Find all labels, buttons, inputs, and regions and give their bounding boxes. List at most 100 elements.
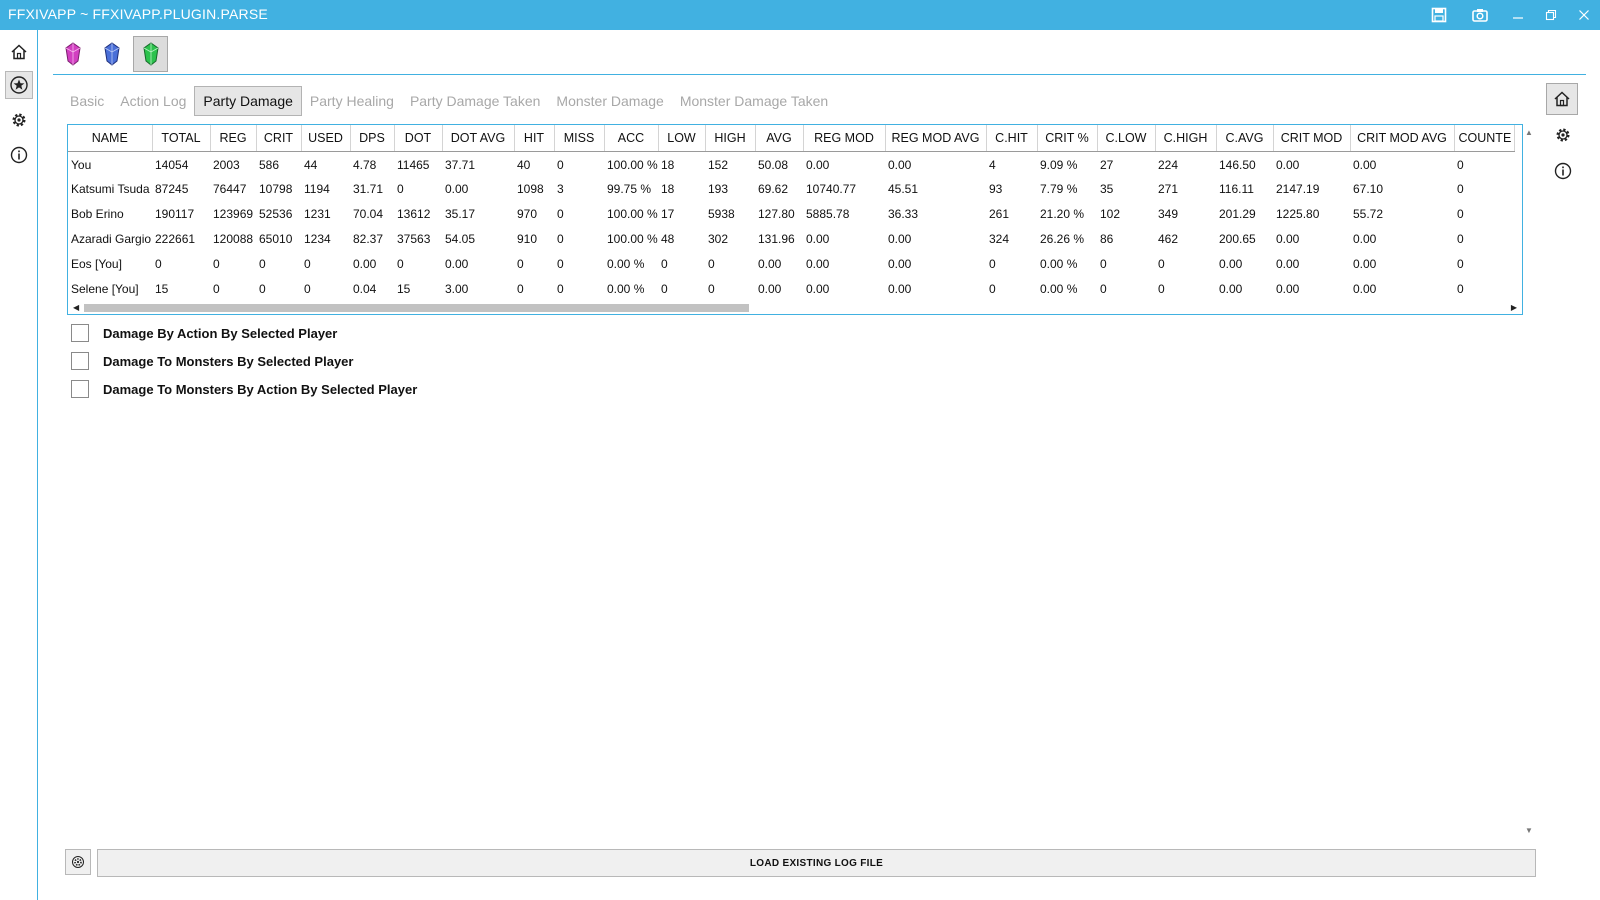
- table-cell: 5938: [708, 206, 735, 221]
- table-cell: 0.00 %: [1040, 256, 1078, 271]
- column-header[interactable]: DOT: [394, 125, 443, 152]
- tab-monster-damage[interactable]: Monster Damage: [556, 93, 664, 109]
- table-cell: 0.00: [1276, 281, 1300, 296]
- table-cell: 76447: [213, 181, 247, 196]
- table-cell: 5885.78: [806, 206, 850, 221]
- scrollbar-thumb[interactable]: [84, 304, 749, 312]
- column-header[interactable]: MISS: [554, 125, 605, 152]
- table-row[interactable]: Eos [You] 0 0 0 0 0.00 0 0.00 0 0 0.00 % 0 0 0.00 0.00…: [68, 251, 1514, 276]
- checkbox[interactable]: [71, 352, 89, 370]
- tab-party-healing[interactable]: Party Healing: [309, 93, 394, 109]
- tab-party-damage-taken[interactable]: Party Damage Taken: [409, 93, 541, 109]
- table-cell: 37563: [397, 231, 431, 246]
- restore-icon[interactable]: [1541, 6, 1561, 24]
- table-cell: 0: [517, 281, 524, 296]
- column-header[interactable]: LOW: [658, 125, 706, 152]
- table-cell: 4: [989, 158, 996, 173]
- settings-icon[interactable]: [5, 106, 33, 134]
- tab-basic[interactable]: Basic: [70, 93, 105, 109]
- tab-party-damage[interactable]: Party Damage: [194, 86, 302, 116]
- table-row[interactable]: Selene [You] 15 0 0 0 0.04 15 3.00 0 0 0.00 % 0 0 0.0…: [68, 276, 1514, 301]
- scroll-up-icon[interactable]: ▲: [1525, 128, 1533, 137]
- column-header[interactable]: USED: [301, 125, 351, 152]
- table-cell: 0: [1457, 281, 1464, 296]
- table-cell: 31.71: [353, 181, 384, 196]
- table-cell: 44: [304, 158, 318, 173]
- column-header[interactable]: DOT AVG: [442, 125, 515, 152]
- table-cell: 910: [517, 231, 538, 246]
- party-damage-grid[interactable]: NAME TOTAL REG CRIT USED DPS DOT DOT AVG HIT MISS…: [67, 124, 1523, 315]
- home-icon[interactable]: [1546, 83, 1578, 115]
- column-header[interactable]: REG MOD: [803, 125, 886, 152]
- minimize-icon[interactable]: [1508, 6, 1528, 24]
- table-cell: 970: [517, 206, 538, 221]
- option-damage-to-monsters[interactable]: Damage To Monsters By Selected Player: [71, 347, 417, 375]
- camera-icon[interactable]: [1470, 6, 1490, 24]
- blue-crystal-icon[interactable]: [94, 36, 129, 72]
- green-crystal-icon[interactable]: [133, 36, 168, 72]
- table-cell: 1234: [304, 231, 331, 246]
- table-cell: 0.00: [353, 256, 377, 271]
- table-row[interactable]: Katsumi Tsuda 87245 76447 10798 1194 31.71 0 0.…: [68, 176, 1514, 201]
- table-cell: 324: [989, 231, 1010, 246]
- settings-icon[interactable]: [65, 849, 91, 875]
- table-cell: 462: [1158, 231, 1179, 246]
- column-header[interactable]: CRIT %: [1037, 125, 1098, 152]
- table-row[interactable]: You 14054 2003 586 44 4.78 11465 37.71 40 0 100.00…: [68, 151, 1514, 176]
- column-header[interactable]: HIGH: [705, 125, 756, 152]
- table-cell: 0: [213, 281, 220, 296]
- table-cell: 45.51: [888, 181, 919, 196]
- tab-action-log[interactable]: Action Log: [120, 93, 187, 109]
- table-cell: 224: [1158, 158, 1179, 173]
- column-header[interactable]: HIT: [514, 125, 555, 152]
- column-header[interactable]: NAME: [68, 125, 153, 152]
- tab-monster-damage-taken[interactable]: Monster Damage Taken: [679, 93, 829, 109]
- column-header[interactable]: CRIT MOD AVG: [1350, 125, 1455, 152]
- column-header[interactable]: ACC: [604, 125, 659, 152]
- table-cell: Eos [You]: [71, 256, 122, 271]
- table-cell: 0: [557, 206, 564, 221]
- option-damage-by-action[interactable]: Damage By Action By Selected Player: [71, 319, 417, 347]
- table-cell: 0.00: [1353, 256, 1377, 271]
- column-header[interactable]: REG MOD AVG: [885, 125, 987, 152]
- filter-options: Damage By Action By Selected Player Dama…: [71, 319, 417, 403]
- table-cell: 0: [989, 256, 996, 271]
- close-icon[interactable]: [1574, 6, 1594, 24]
- column-header[interactable]: REG: [210, 125, 257, 152]
- column-header[interactable]: TOTAL: [152, 125, 211, 152]
- table-cell: 0.00: [888, 158, 912, 173]
- table-cell: 0: [708, 281, 715, 296]
- column-header[interactable]: DPS: [350, 125, 395, 152]
- table-cell: 3: [557, 181, 564, 196]
- column-header[interactable]: AVG: [755, 125, 804, 152]
- column-header[interactable]: C.AVG: [1216, 125, 1274, 152]
- column-header[interactable]: C.HIGH: [1155, 125, 1217, 152]
- horizontal-scrollbar[interactable]: ◀ ▶: [68, 300, 1522, 314]
- scroll-left-icon[interactable]: ◀: [73, 303, 80, 312]
- home-icon[interactable]: [5, 38, 33, 66]
- column-header[interactable]: CRIT MOD: [1273, 125, 1351, 152]
- column-header[interactable]: COUNTE: [1454, 125, 1515, 152]
- load-log-file-button[interactable]: LOAD EXISTING LOG FILE: [97, 849, 1536, 877]
- table-cell: Selene [You]: [71, 281, 139, 296]
- info-icon[interactable]: [5, 141, 33, 169]
- table-cell: 40: [517, 158, 531, 173]
- scroll-down-icon[interactable]: ▼: [1525, 826, 1533, 835]
- option-label: Damage To Monsters By Selected Player: [103, 353, 354, 369]
- checkbox[interactable]: [71, 380, 89, 398]
- table-row[interactable]: Bob Erino 190117 123969 52536 1231 70.04 13612…: [68, 201, 1514, 226]
- info-icon[interactable]: [1552, 160, 1574, 182]
- column-header[interactable]: C.LOW: [1097, 125, 1156, 152]
- pink-crystal-icon[interactable]: [55, 36, 90, 72]
- settings-icon[interactable]: [1552, 124, 1574, 146]
- table-cell: 0.00: [445, 181, 469, 196]
- column-header[interactable]: C.HIT: [986, 125, 1038, 152]
- checkbox[interactable]: [71, 324, 89, 342]
- column-header[interactable]: CRIT: [256, 125, 302, 152]
- table-row[interactable]: Azaradi Gargio 222661 120088 65010 1234 82.37…: [68, 226, 1514, 251]
- scroll-right-icon[interactable]: ▶: [1510, 303, 1517, 312]
- plugins-icon[interactable]: [5, 71, 33, 99]
- table-cell: 0: [989, 281, 996, 296]
- save-icon[interactable]: [1429, 6, 1449, 24]
- option-damage-to-monsters-by-action[interactable]: Damage To Monsters By Action By Selected…: [71, 375, 417, 403]
